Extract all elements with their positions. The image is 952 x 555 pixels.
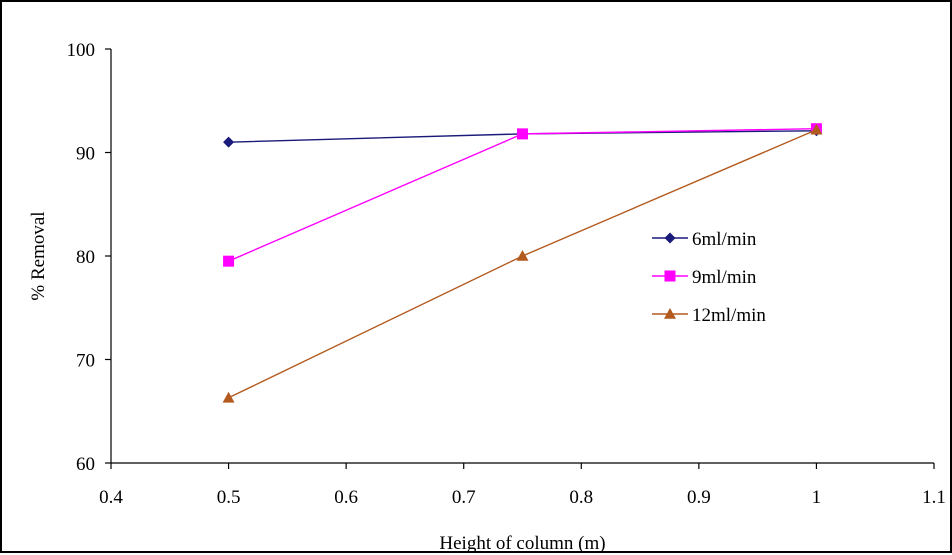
- series-line: [228, 129, 817, 399]
- legend-label: 9ml/min: [692, 267, 757, 288]
- legend-item: 12ml/min: [652, 305, 766, 326]
- x-tick-label: 0.5: [217, 487, 241, 508]
- y-tick-label: 80: [76, 247, 95, 268]
- legend-marker: [664, 270, 676, 282]
- x-tick-label: 1: [812, 487, 822, 508]
- series-12ml-min: [222, 123, 823, 403]
- data-point: [516, 250, 529, 261]
- y-axis-label: % Removal: [28, 211, 49, 300]
- legend-item: 9ml/min: [652, 267, 757, 288]
- x-axis-label: Height of column (m): [439, 533, 605, 554]
- x-tick-label: 0.4: [99, 487, 123, 508]
- data-point: [223, 255, 235, 267]
- y-tick-label: 90: [76, 144, 95, 165]
- x-tick-label: 0.8: [569, 487, 593, 508]
- legend: 6ml/min 9ml/min 12ml/min: [652, 229, 766, 326]
- series-lines: [222, 123, 823, 403]
- x-tick-label: 1.1: [922, 487, 946, 508]
- data-point: [222, 391, 235, 403]
- legend-marker: [664, 308, 676, 319]
- x-tick-label: 0.9: [687, 487, 711, 508]
- legend-item: 6ml/min: [652, 229, 757, 250]
- legend-marker: [664, 232, 676, 244]
- x-axis-ticks: 0.4 0.5 0.6 0.7 0.8 0.9 1 1.1: [99, 463, 946, 508]
- data-point: [517, 128, 528, 140]
- x-tick-label: 0.7: [452, 487, 476, 508]
- y-tick-label: 100: [67, 40, 96, 61]
- data-point: [223, 136, 235, 148]
- legend-label: 12ml/min: [692, 305, 766, 326]
- legend-label: 6ml/min: [692, 229, 757, 250]
- x-tick-label: 0.6: [334, 487, 358, 508]
- y-tick-label: 60: [76, 454, 95, 475]
- y-axis-ticks: 60 70 80 90 100: [67, 40, 111, 475]
- data-point: [810, 123, 823, 135]
- y-tick-label: 70: [76, 351, 95, 372]
